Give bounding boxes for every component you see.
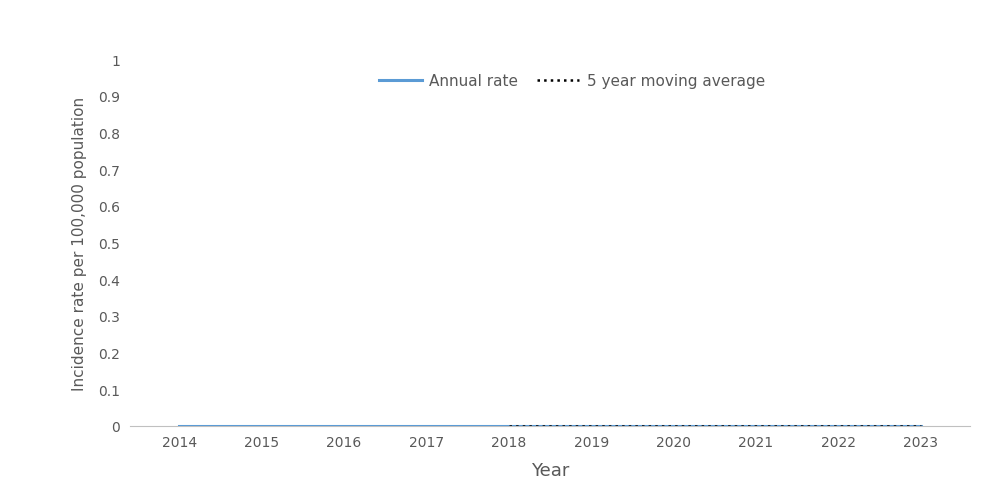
Annual rate: [750, 423, 762, 429]
5 year moving average: [750, 423, 762, 429]
5 year moving average: [832, 423, 844, 429]
Annual rate: [173, 423, 185, 429]
X-axis label: Year: Year: [531, 460, 569, 478]
Annual rate: [503, 423, 515, 429]
Annual rate: [256, 423, 268, 429]
Annual rate: [585, 423, 597, 429]
Annual rate: [832, 423, 844, 429]
5 year moving average: [585, 423, 597, 429]
Y-axis label: Incidence rate per 100,000 population: Incidence rate per 100,000 population: [72, 96, 87, 390]
Annual rate: [420, 423, 432, 429]
5 year moving average: [668, 423, 680, 429]
Annual rate: [915, 423, 927, 429]
Legend: Annual rate, 5 year moving average: Annual rate, 5 year moving average: [373, 68, 771, 95]
5 year moving average: [503, 423, 515, 429]
Annual rate: [668, 423, 680, 429]
5 year moving average: [915, 423, 927, 429]
Annual rate: [338, 423, 350, 429]
